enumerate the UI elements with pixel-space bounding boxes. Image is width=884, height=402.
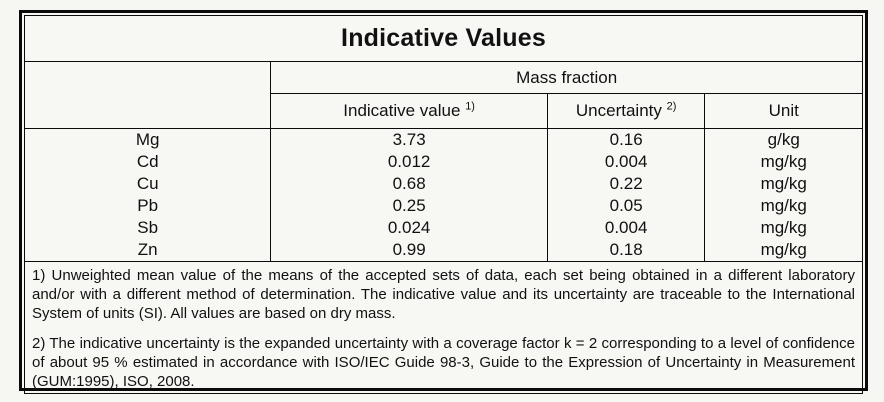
column-header-indicative-value: Indicative value 1) [270, 93, 548, 129]
footnote-1: 1) Unweighted mean value of the means of… [32, 267, 855, 322]
element-cell: Cd [23, 151, 272, 173]
element-cell: Cu [23, 173, 272, 195]
group-header-mass-fraction: Mass fraction [270, 61, 863, 94]
indicative-values-table-frame: Indicative Values Mass fraction Indicati… [19, 10, 868, 394]
uncertainty-cell: 0.22 [546, 173, 706, 195]
indicative-values-table: Indicative Values Mass fraction Indicati… [23, 15, 863, 394]
element-cell: Pb [23, 195, 272, 217]
column-header-row: Indicative value 1) Uncertainty 2) Unit [25, 93, 863, 129]
element-cell: Sb [23, 217, 272, 239]
uncertainty-cell: 0.18 [546, 239, 706, 262]
corner-empty-cell [23, 61, 272, 129]
table-row-cd: Cd 0.012 0.004 mg/kg [23, 151, 863, 173]
indicative-value-cell: 0.024 [270, 217, 548, 239]
unit-cell: mg/kg [704, 217, 863, 239]
column-header-uncertainty-label: Uncertainty [575, 101, 662, 120]
column-header-unit: Unit [704, 93, 863, 129]
unit-cell: mg/kg [704, 195, 863, 217]
table-row-mg: Mg 3.73 0.16 g/kg [23, 128, 863, 151]
unit-cell: mg/kg [704, 151, 863, 173]
uncertainty-cell: 0.05 [546, 195, 706, 217]
page-title: Indicative Values [24, 15, 863, 62]
table-row-cu: Cu 0.68 0.22 mg/kg [23, 173, 863, 195]
footnote-2: 2) The indicative uncertainty is the exp… [32, 335, 855, 390]
unit-cell: mg/kg [704, 239, 863, 262]
group-header-row: Mass fraction [23, 61, 863, 129]
element-cell: Zn [23, 239, 272, 262]
footnotes-row: 1) Unweighted mean value of the means of… [24, 261, 863, 394]
column-header-uncertainty: Uncertainty 2) [546, 93, 706, 129]
table-row-zn: Zn 0.99 0.18 mg/kg [23, 239, 863, 262]
table-row-pb: Pb 0.25 0.05 mg/kg [23, 195, 863, 217]
indicative-value-cell: 0.68 [270, 173, 548, 195]
indicative-value-cell: 0.012 [270, 151, 548, 173]
footnotes-cell: 1) Unweighted mean value of the means of… [24, 261, 863, 394]
footnote-2-marker: 2) [666, 100, 677, 113]
uncertainty-cell: 0.16 [546, 128, 706, 151]
unit-cell: g/kg [704, 128, 863, 151]
indicative-value-cell: 0.25 [270, 195, 548, 217]
uncertainty-cell: 0.004 [546, 151, 706, 173]
table-row-sb: Sb 0.024 0.004 mg/kg [23, 217, 863, 239]
column-header-indicative-value-label: Indicative value [343, 101, 461, 120]
indicative-value-cell: 0.99 [270, 239, 548, 262]
indicative-value-cell: 3.73 [270, 128, 548, 151]
uncertainty-cell: 0.004 [546, 217, 706, 239]
unit-cell: mg/kg [704, 173, 863, 195]
title-row: Indicative Values [24, 15, 863, 62]
element-cell: Mg [23, 128, 272, 151]
footnote-1-marker: 1) [465, 100, 475, 113]
